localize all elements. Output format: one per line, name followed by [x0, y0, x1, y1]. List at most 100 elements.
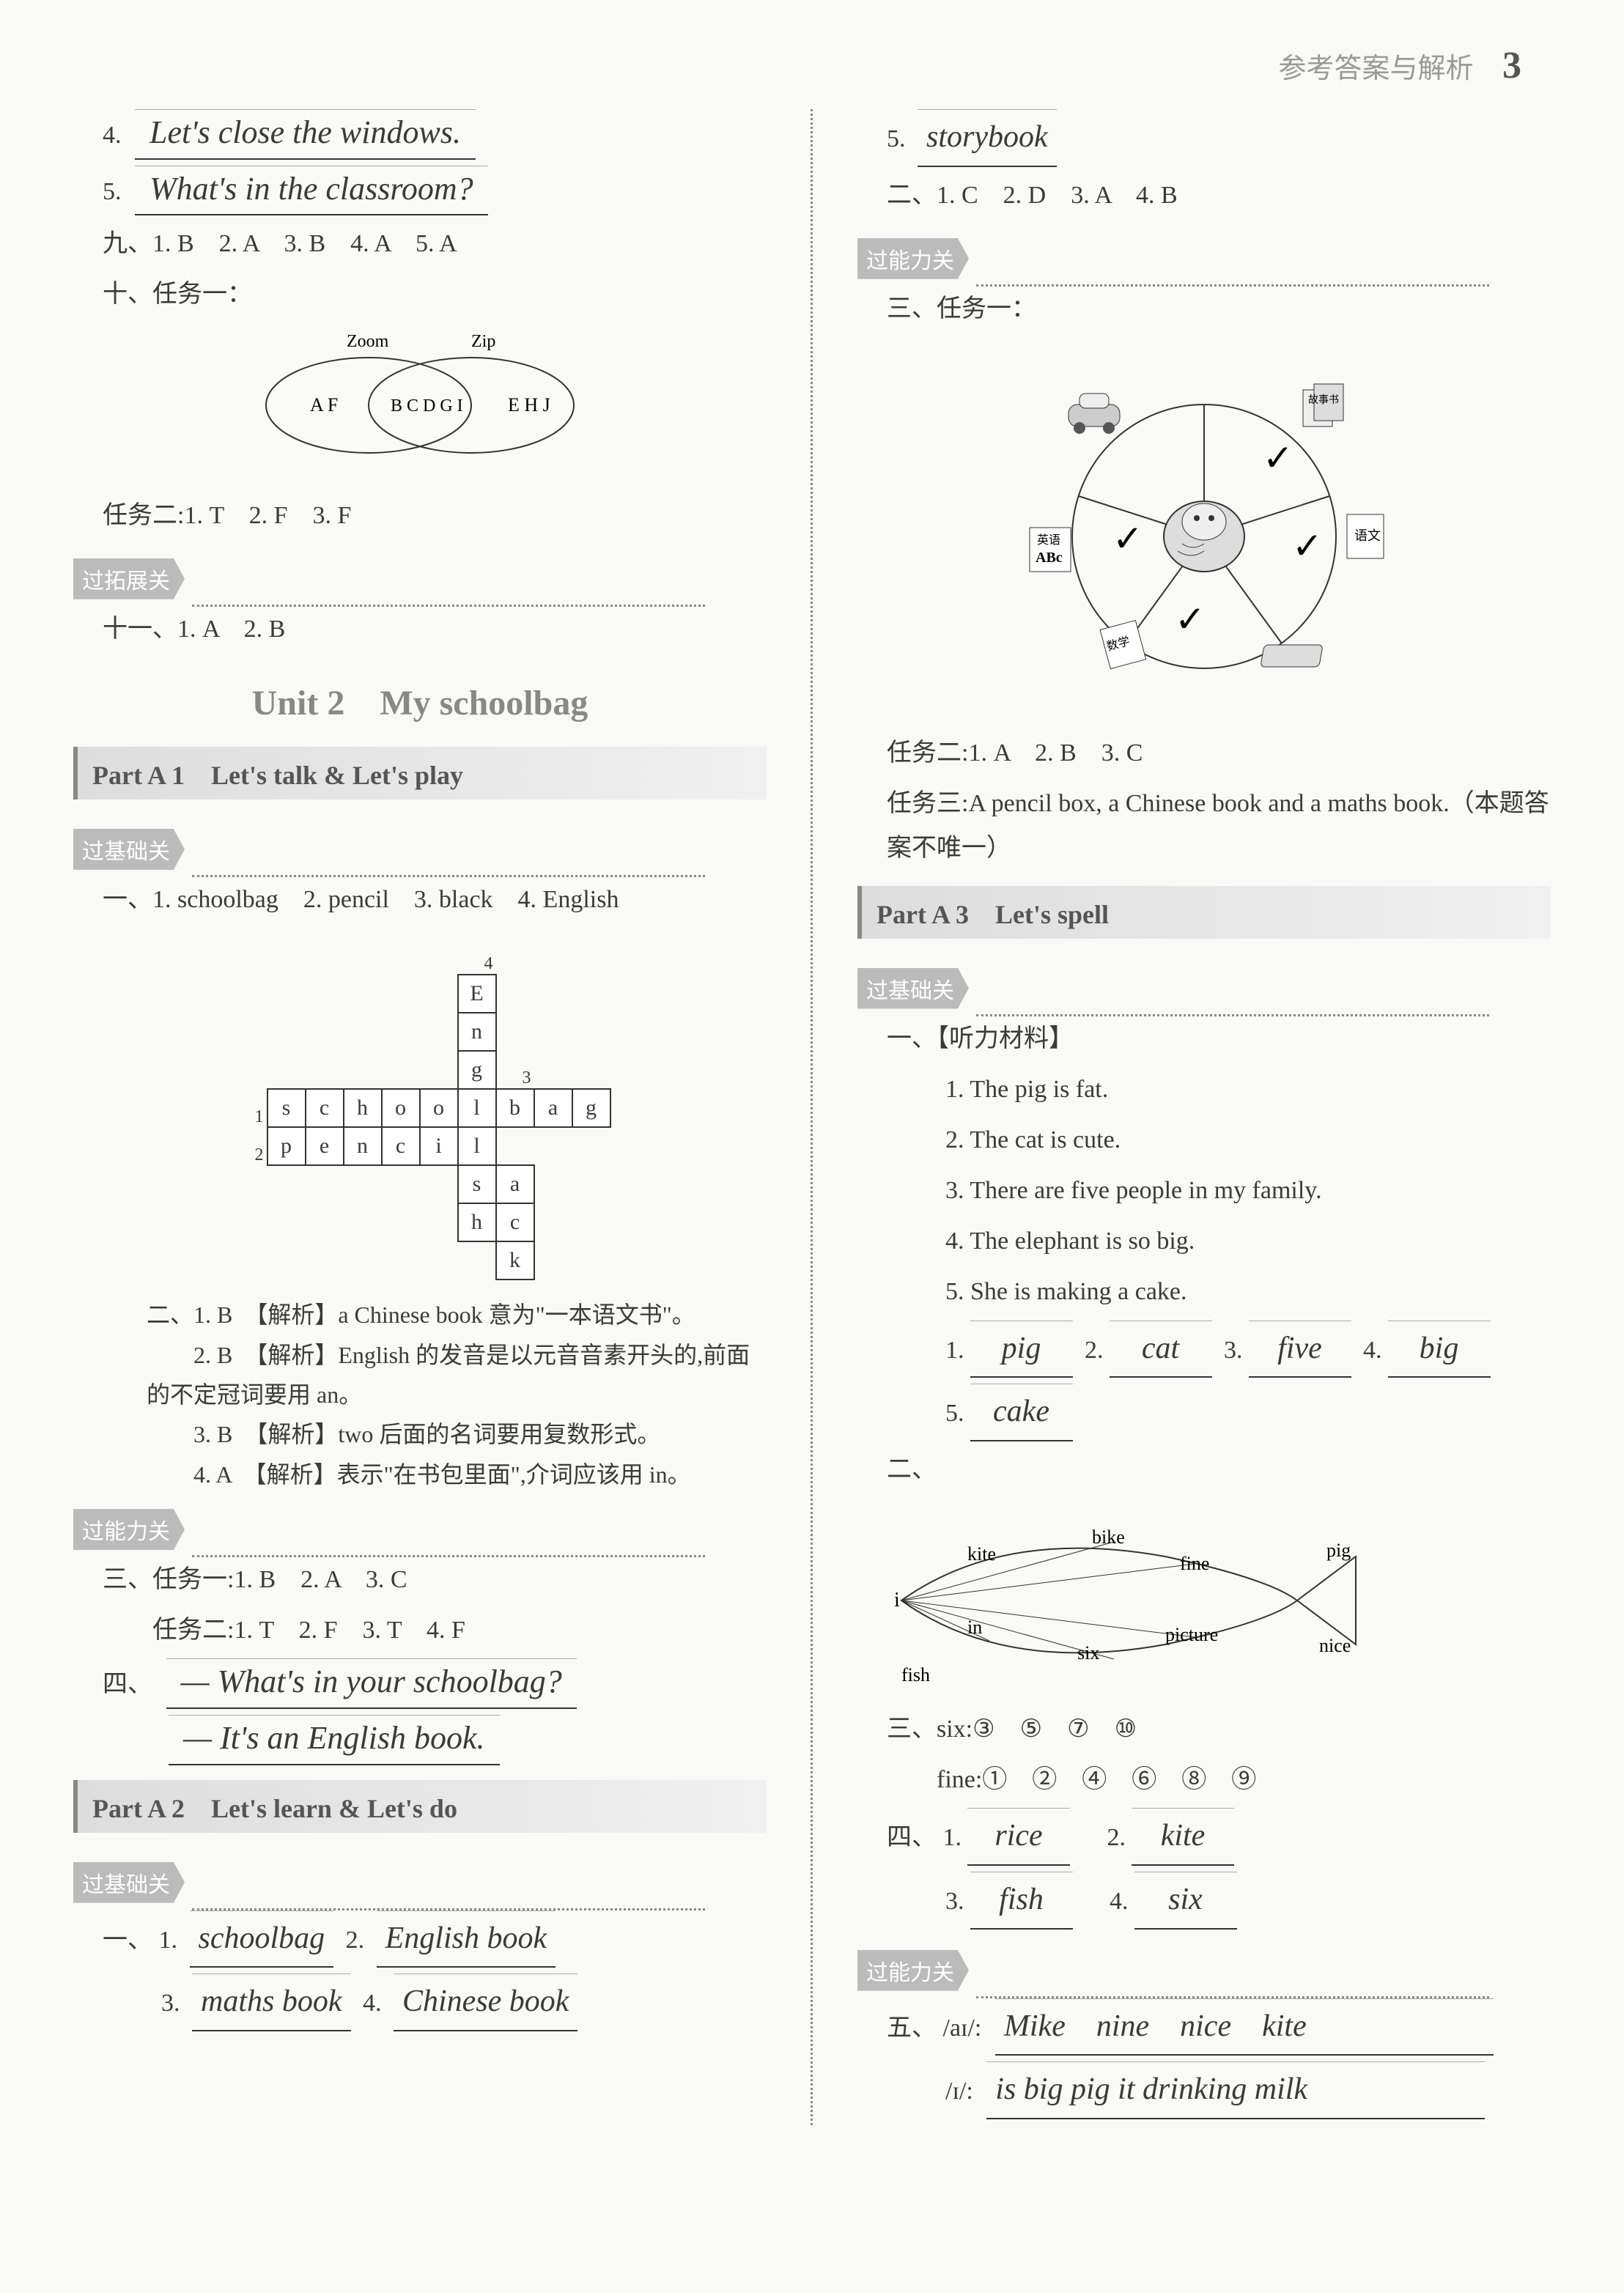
r-q4-row2: 3.fish 4.six	[857, 1872, 1551, 1930]
fish-word: six	[1077, 1642, 1099, 1664]
num-label: 4.	[103, 122, 122, 149]
chinese-book-icon: 语文	[1347, 514, 1384, 558]
answer-4: 4. Let's close the windows.	[73, 109, 767, 160]
answer-5: 5. What's in the classroom?	[73, 166, 767, 216]
part-a3-header: Part A 3 Let's spell	[857, 886, 1551, 939]
tag-basic: 过基础关	[857, 968, 969, 1009]
tag-basic2: 过基础关	[73, 1862, 185, 1903]
r-q2-label: 二、	[857, 1447, 1551, 1492]
cursive-answer: Mike nine nice kite	[995, 1998, 1494, 2056]
listen-label: 一、【听力材料】	[857, 1016, 1551, 1061]
cw-num-4: 4	[458, 937, 496, 975]
a2-answers-row2: 3. maths book 4. Chinese book	[73, 1973, 767, 2031]
cursive-answer: — What's in your schoolbag?	[166, 1658, 577, 1709]
listen-ans-row2: 5.cake	[857, 1384, 1551, 1441]
cursive-answer: Let's close the windows.	[135, 109, 476, 160]
num-label: 5.	[945, 1400, 964, 1427]
basic-q1: 一、1. schoolbag 2. pencil 3. black 4. Eng…	[73, 877, 767, 922]
cursive-answer: kite	[1132, 1808, 1234, 1866]
section-basic2: 过基础关	[73, 1847, 767, 1910]
venn-center-region: B C D G I	[391, 396, 463, 416]
r-task2: 任务二:1. A 2. B 3. C	[857, 731, 1551, 775]
storybook-icon: 故事书	[1303, 384, 1343, 427]
check-icon: ✓	[1112, 518, 1143, 559]
q4-line2: — It's an English book.	[73, 1715, 767, 1765]
cw-cell: E	[458, 975, 496, 1013]
column-divider	[811, 109, 813, 2125]
tag-ability2: 过能力关	[857, 1950, 969, 1991]
pie-diagram: 故事书 ✓ 语文 ✓ 数学 ✓	[857, 346, 1551, 716]
tag-expand: 过拓展关	[73, 558, 185, 599]
cw-cell: l	[458, 1089, 496, 1127]
q5-label: 五、	[887, 2015, 937, 2042]
page-header: 参考答案与解析 3	[73, 44, 1551, 87]
svg-text:英语: 英语	[1037, 533, 1060, 547]
r-q3-label: 三、任务一：	[857, 287, 1551, 331]
r-q5-ai: 五、 /aɪ/: Mike nine nice kite	[857, 1998, 1551, 2056]
cursive-answer: rice	[967, 1808, 1070, 1866]
cursive-answer: — It's an English book.	[169, 1715, 500, 1765]
header-title: 参考答案与解析	[1278, 53, 1473, 84]
svg-text:ABc: ABc	[1036, 550, 1063, 566]
cw-cell: h	[344, 1089, 382, 1127]
cw-cell: i	[420, 1127, 458, 1165]
listen-2: 2. The cat is cute.	[857, 1118, 1551, 1162]
cw-cell: o	[420, 1089, 458, 1127]
venn-right-region: E H J	[508, 394, 550, 416]
cursive-answer: big	[1388, 1321, 1491, 1378]
explain-4: 4. A 【解析】表示"在书包里面",介词应该用 in。	[73, 1455, 767, 1494]
english-book-icon: 英语 ABc	[1030, 528, 1071, 572]
venn-right-label: Zip	[471, 332, 495, 351]
crossword-puzzle: 4 E n g3 1schoolbag 2pencil sa hc k	[73, 937, 767, 1280]
ability-q3a: 三、任务一:1. B 2. A 3. C	[73, 1557, 767, 1602]
ability-q3b: 任务二:1. T 2. F 3. T 4. F	[73, 1608, 767, 1653]
section-basic: 过基础关	[73, 814, 767, 877]
cw-cell: h	[458, 1203, 496, 1241]
cw-cell: s	[458, 1165, 496, 1203]
fish-word: picture	[1165, 1624, 1218, 1645]
phonetic-label: /ɪ/:	[945, 2078, 973, 2105]
num-label: 4.	[1363, 1337, 1382, 1364]
cw-cell: s	[267, 1089, 306, 1127]
page-number: 3	[1502, 45, 1521, 86]
tag-basic: 过基础关	[73, 829, 185, 870]
tag-ability: 过能力关	[857, 238, 969, 279]
section-basic-r: 过基础关	[857, 953, 1551, 1016]
fish-word: nice	[1319, 1635, 1351, 1656]
cursive-answer: English book	[377, 1910, 556, 1968]
cw-cell: g	[572, 1089, 610, 1127]
cw-cell: o	[382, 1089, 420, 1127]
num-label: 4.	[1110, 1888, 1129, 1915]
fish-word: kite	[967, 1543, 996, 1565]
fish-diagram: i kite bike fine pig in six picture nice…	[857, 1513, 1370, 1688]
fish-word: in	[967, 1617, 982, 1638]
venn-svg: Zoom Zip A F B C D G I E H J	[237, 332, 603, 464]
venn-diagram: Zoom Zip A F B C D G I E H J	[73, 332, 767, 479]
fish-word: fine	[1180, 1553, 1209, 1574]
cw-cell: l	[458, 1127, 496, 1165]
check-icon: ✓	[1263, 437, 1293, 479]
cw-cell: c	[382, 1127, 420, 1165]
cw-cell: a	[496, 1165, 534, 1203]
listen-ans-row1: 1.pig 2.cat 3.five 4.big	[857, 1321, 1551, 1378]
num-label: 2.	[1107, 1824, 1126, 1851]
cursive-answer: storybook	[918, 109, 1057, 167]
q11-answers: 十一、1. A 2. B	[73, 607, 767, 651]
cw-cell: p	[267, 1127, 306, 1165]
cw-num-3: 3	[496, 1051, 534, 1089]
num-label: 5.	[887, 125, 906, 152]
part-a2-header: Part A 2 Let's learn & Let's do	[73, 1780, 767, 1833]
pie-svg: 故事书 ✓ 语文 ✓ 数学 ✓	[984, 346, 1424, 712]
num-label: 5.	[103, 178, 122, 205]
unit-title: Unit 2 My schoolbag	[73, 673, 767, 725]
cw-cell: n	[458, 1013, 496, 1051]
cursive-answer: pig	[970, 1321, 1073, 1378]
cw-cell: c	[306, 1089, 344, 1127]
q9-answers: 九、1. B 2. A 3. B 4. A 5. A	[73, 221, 767, 266]
listen-3: 3. There are five people in my family.	[857, 1168, 1551, 1213]
cw-cell: e	[306, 1127, 344, 1165]
two-column-layout: 4. Let's close the windows. 5. What's in…	[73, 109, 1551, 2125]
fish-word: pig	[1326, 1540, 1351, 1561]
phonetic-label: /aɪ/:	[943, 2015, 982, 2042]
r-q3-fine: fine:① ② ④ ⑥ ⑧ ⑨	[857, 1757, 1551, 1802]
